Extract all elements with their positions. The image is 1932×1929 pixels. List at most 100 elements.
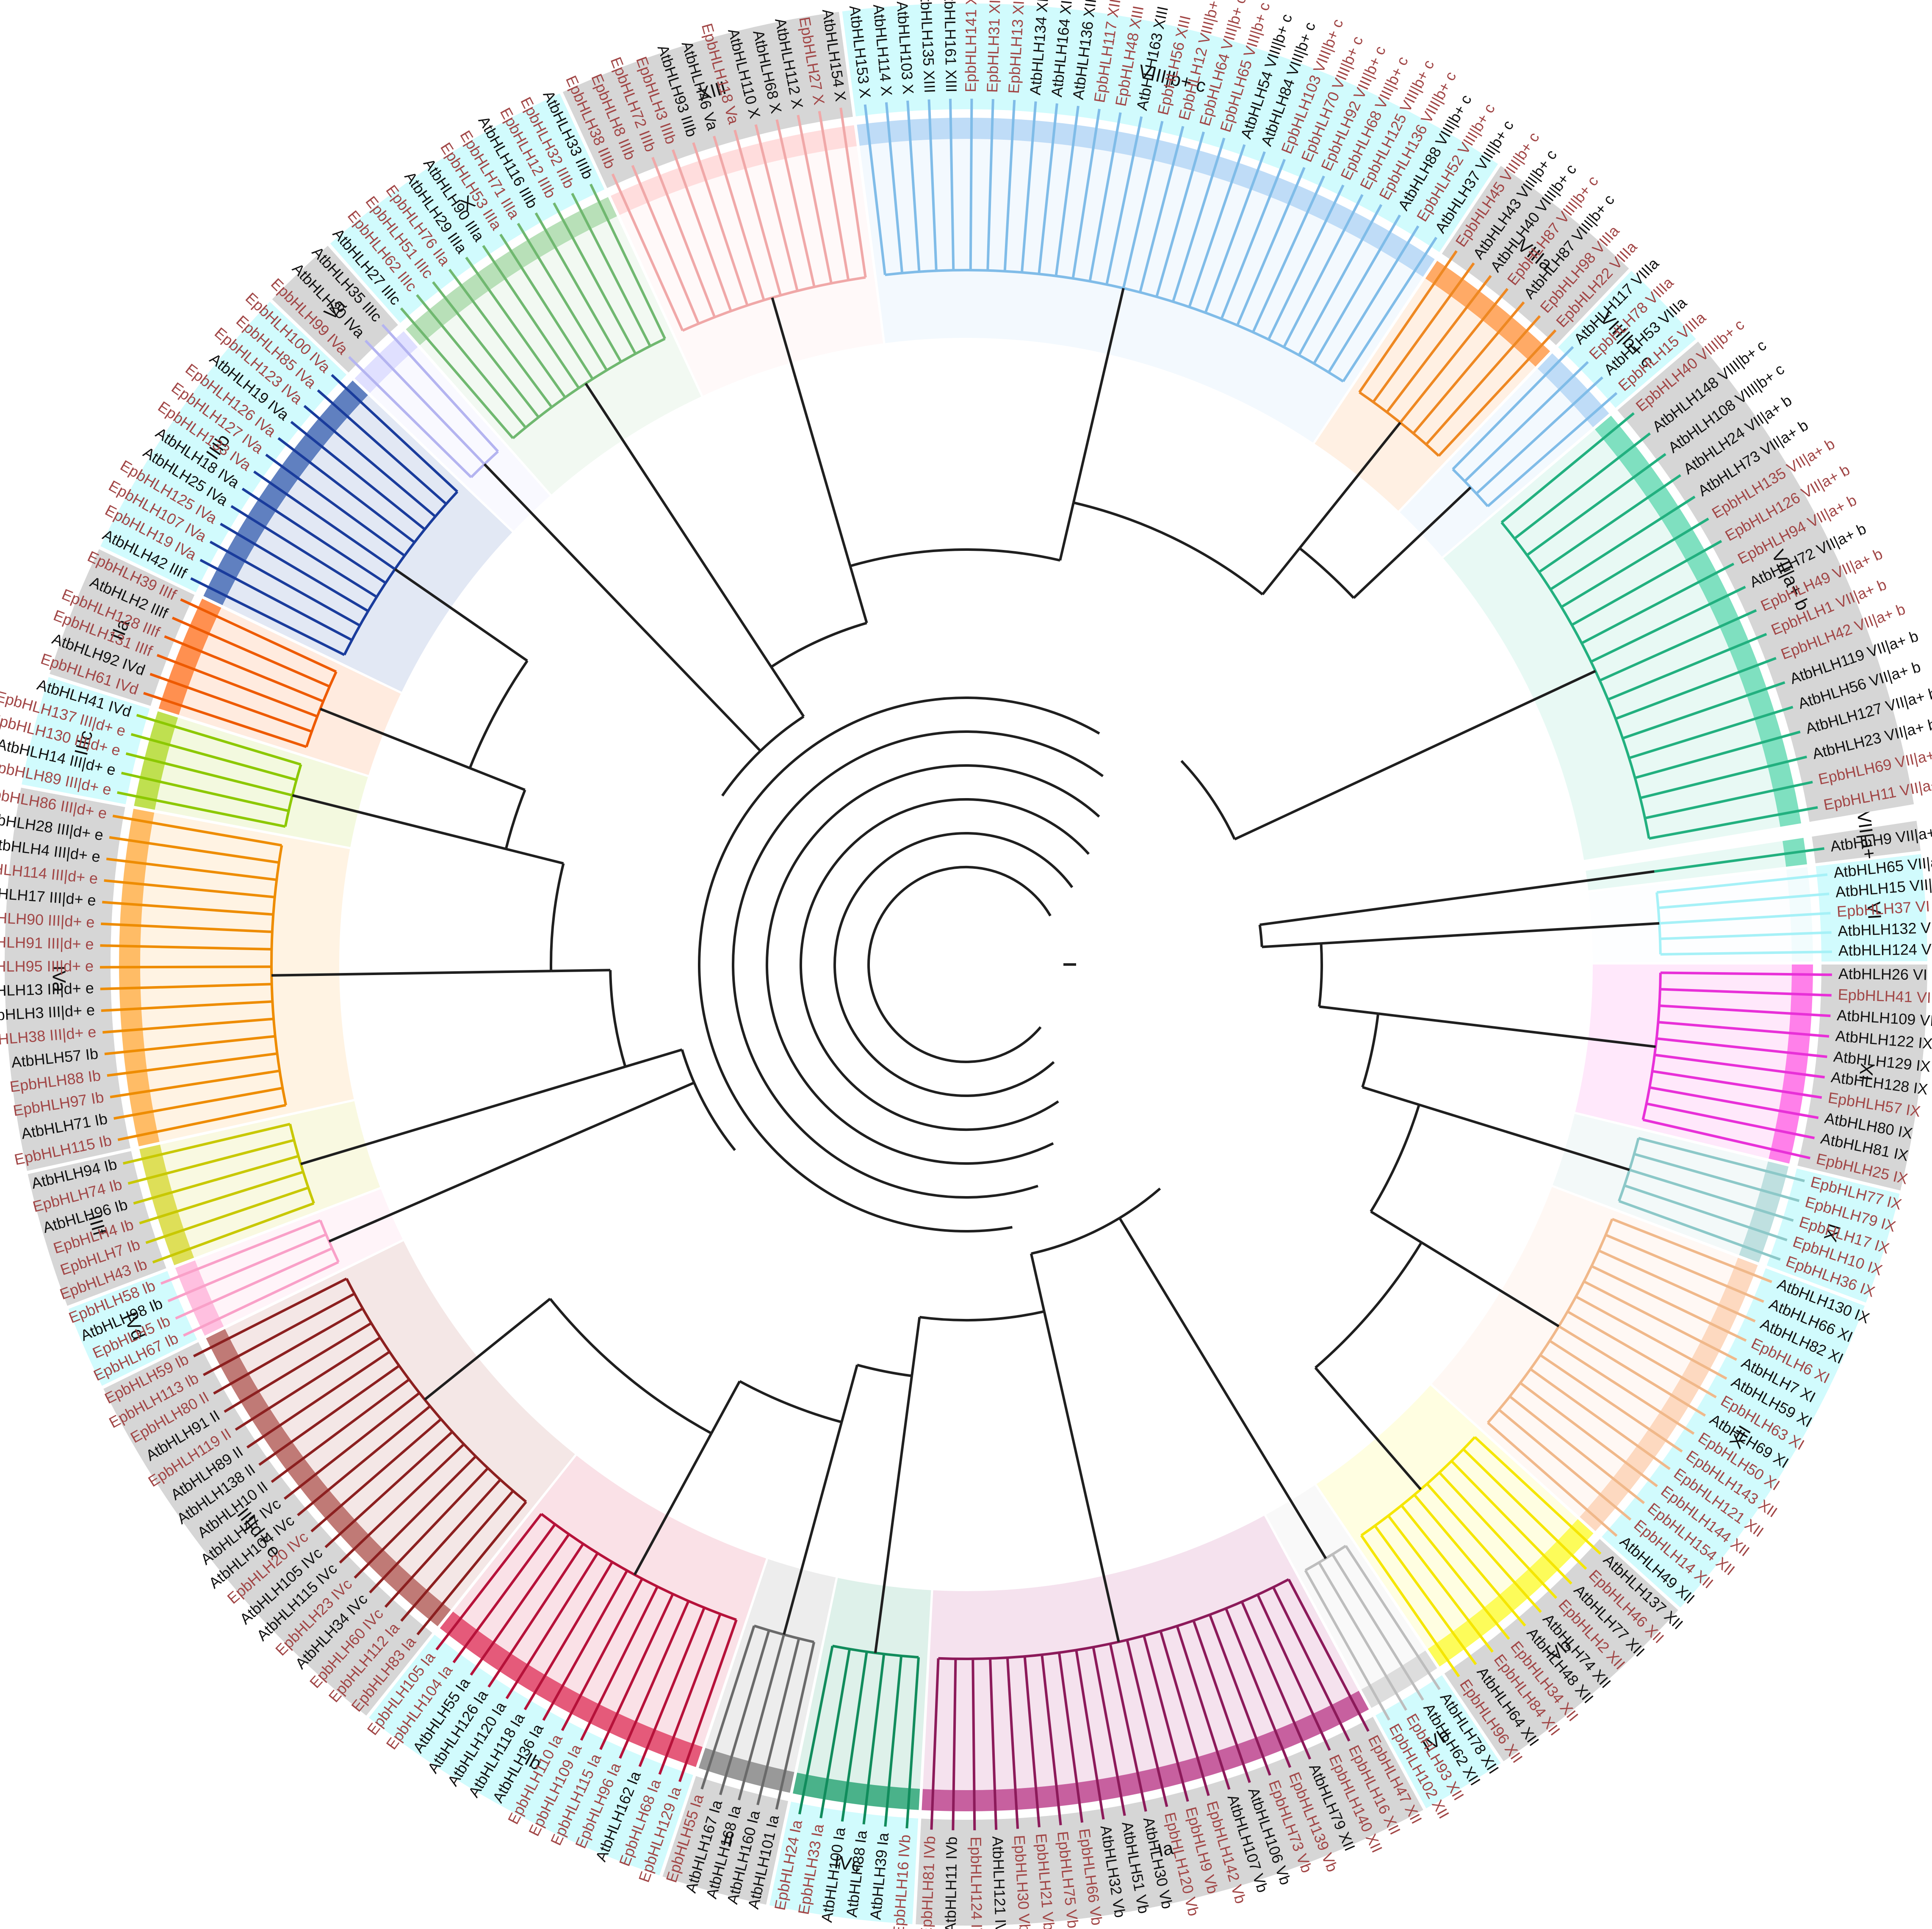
- terminal-branch: [1057, 1652, 1084, 1823]
- terminal-branch: [841, 1651, 868, 1822]
- clade-wedge: [420, 216, 701, 495]
- internal-branch: [1321, 922, 1660, 945]
- terminal-branch: [1487, 392, 1618, 507]
- terminal-branch: [1571, 540, 1722, 626]
- terminal-branch: [1526, 453, 1666, 556]
- terminal-branch: [719, 1630, 770, 1795]
- terminal-branch: [1658, 893, 1830, 909]
- terminal-branch: [1331, 1553, 1424, 1701]
- outer-ring-segment: [1558, 271, 1696, 408]
- terminal-branch: [1509, 1395, 1645, 1504]
- clade-sector: [175, 1260, 224, 1336]
- terminal-branch: [499, 233, 594, 380]
- terminal-branch: [972, 1658, 976, 1830]
- terminal-branch: [952, 1658, 957, 1830]
- terminal-branch: [1498, 1409, 1632, 1521]
- terminal-branch: [1122, 121, 1164, 289]
- terminal-branch: [611, 173, 684, 331]
- terminal-branch: [164, 635, 324, 703]
- leaf-label: AtbHLH161 XIII: [941, 0, 960, 93]
- terminal-branch: [1412, 301, 1525, 434]
- internal-branch: [1234, 670, 1596, 840]
- terminal-branch: [1374, 1525, 1477, 1665]
- terminal-branch: [1487, 1422, 1618, 1537]
- terminal-branch: [193, 1277, 347, 1357]
- terminal-branch: [737, 1634, 785, 1801]
- terminal-branch: [1452, 346, 1574, 470]
- terminal-branch: [1634, 730, 1801, 779]
- backbone-arc: [693, 1082, 736, 1151]
- outer-ring-segment: [100, 301, 347, 592]
- terminal-branch: [224, 1322, 372, 1413]
- terminal-branch: [230, 505, 378, 598]
- terminal-branch: [1372, 262, 1475, 403]
- backbone-arc: [1315, 1241, 1423, 1369]
- terminal-branch: [1188, 144, 1246, 308]
- backbone-arc: [857, 1363, 912, 1377]
- terminal-branch: [139, 1171, 304, 1224]
- terminal-branch: [136, 714, 302, 766]
- terminal-branch: [1660, 931, 1832, 940]
- terminal-branch: [1656, 1037, 1827, 1058]
- terminal-branch: [818, 111, 850, 281]
- terminal-branch: [220, 522, 369, 612]
- backbone-arc: [504, 789, 526, 849]
- terminal-branch: [1474, 1436, 1602, 1555]
- clade-sector: [206, 1329, 451, 1627]
- terminal-branch: [339, 1443, 465, 1564]
- terminal-branch: [1342, 237, 1438, 382]
- outer-ring-segment: [1442, 166, 1629, 345]
- leaf-label: AtbHLH124 VI: [1838, 940, 1932, 959]
- terminal-branch: [1605, 1233, 1764, 1303]
- internal-branch: [584, 383, 772, 668]
- terminal-branch: [125, 752, 293, 797]
- group-label: VI: [1863, 901, 1885, 920]
- terminal-branch: [1618, 1199, 1781, 1261]
- terminal-branch: [986, 99, 994, 271]
- terminal-branch: [265, 453, 406, 557]
- terminal-branch: [571, 193, 651, 347]
- terminal-branch: [112, 815, 282, 847]
- clade-wedge: [1443, 429, 1780, 860]
- terminal-branch: [1358, 250, 1458, 393]
- terminal-branch: [183, 1261, 339, 1337]
- root-arc: [833, 832, 1074, 1097]
- terminal-branch: [1654, 1053, 1825, 1079]
- clade-sector: [406, 197, 617, 345]
- terminal-branch: [1550, 495, 1696, 591]
- terminal-branch: [523, 1561, 614, 1711]
- terminal-branch: [733, 130, 782, 296]
- terminal-branch: [561, 1578, 643, 1731]
- leaf-label: AtbHLH13 III|d+ e: [0, 979, 94, 1000]
- terminal-branch: [110, 1070, 280, 1099]
- terminal-branch: [123, 1122, 291, 1165]
- leaf-label: AtbHLH121 IVb: [989, 1836, 1010, 1929]
- internal-branch: [874, 1376, 913, 1653]
- terminal-branch: [1021, 101, 1037, 273]
- terminal-branch: [190, 577, 345, 656]
- backbone-arc: [550, 863, 565, 971]
- clade-wedge: [155, 717, 368, 847]
- terminal-branch: [435, 1513, 543, 1651]
- terminal-branch: [775, 119, 816, 287]
- terminal-branch: [102, 1017, 274, 1034]
- terminal-branch: [246, 1351, 390, 1449]
- terminal-branch: [1360, 1534, 1460, 1678]
- terminal-branch: [1400, 1504, 1510, 1640]
- terminal-branch: [599, 1593, 674, 1750]
- outer-ring-segment: [1444, 1539, 1678, 1761]
- terminal-branch: [1654, 847, 1824, 873]
- terminal-branch: [775, 1642, 816, 1810]
- terminal-branch: [589, 183, 666, 340]
- terminal-branch: [1425, 315, 1541, 445]
- terminal-branch: [121, 771, 289, 813]
- terminal-branch: [117, 791, 286, 828]
- clade-arc: [1304, 1545, 1347, 1572]
- leaf-label: AtbHLH132 VI: [1838, 919, 1932, 940]
- terminal-branch: [1520, 1382, 1658, 1487]
- terminal-branch: [1583, 1280, 1737, 1361]
- terminal-branch: [553, 202, 637, 355]
- terminal-branch: [102, 901, 274, 916]
- outer-ring-segment: [1797, 964, 1927, 1191]
